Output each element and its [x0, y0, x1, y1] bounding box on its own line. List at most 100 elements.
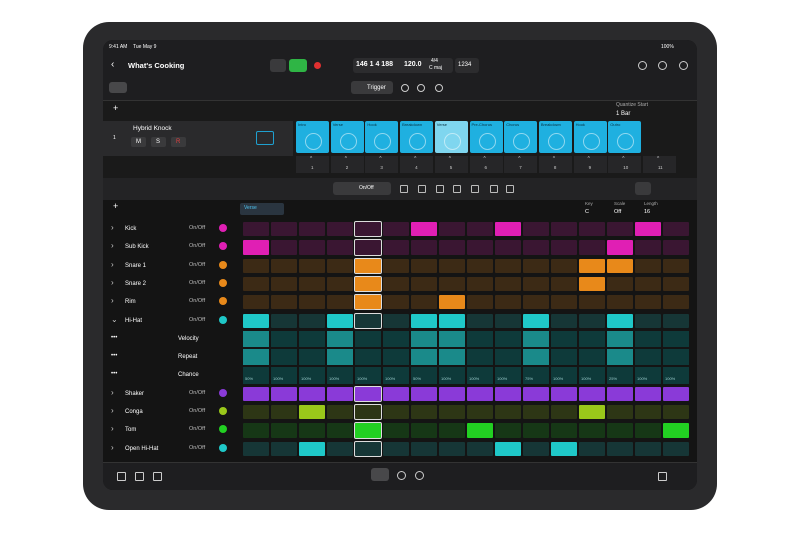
step[interactable] — [327, 240, 353, 255]
mode-icon[interactable] — [435, 84, 443, 92]
header-icon[interactable] — [638, 61, 647, 70]
step[interactable] — [495, 423, 521, 438]
step[interactable] — [551, 405, 577, 420]
sub-step[interactable] — [663, 330, 689, 348]
step[interactable] — [327, 295, 353, 310]
step[interactable] — [467, 295, 493, 310]
sub-step[interactable] — [635, 367, 661, 384]
bottom-icon[interactable] — [658, 472, 667, 481]
sub-step[interactable] — [327, 367, 353, 384]
step[interactable] — [551, 258, 577, 273]
step[interactable] — [411, 295, 437, 310]
step[interactable] — [551, 222, 577, 237]
step[interactable] — [607, 258, 633, 273]
sub-step[interactable] — [467, 330, 493, 348]
step[interactable] — [551, 240, 577, 255]
step[interactable] — [635, 386, 661, 401]
step[interactable] — [523, 313, 549, 328]
step[interactable] — [467, 423, 493, 438]
sub-step[interactable] — [439, 349, 465, 366]
editor-tool[interactable] — [453, 185, 461, 193]
step[interactable] — [635, 295, 661, 310]
step[interactable] — [411, 405, 437, 420]
step[interactable] — [271, 423, 297, 438]
step[interactable] — [327, 222, 353, 237]
step[interactable] — [467, 276, 493, 292]
trigger-box[interactable] — [351, 81, 393, 94]
step[interactable] — [495, 276, 521, 292]
step[interactable] — [383, 386, 409, 401]
step[interactable] — [663, 240, 689, 255]
header-icon[interactable] — [679, 61, 688, 70]
track-button[interactable] — [171, 137, 186, 147]
sub-step[interactable] — [523, 367, 549, 384]
step[interactable] — [551, 295, 577, 310]
step[interactable] — [354, 275, 382, 293]
step[interactable] — [467, 386, 493, 401]
step[interactable] — [383, 258, 409, 273]
play-button[interactable] — [289, 59, 307, 72]
step[interactable] — [439, 386, 465, 401]
step[interactable] — [495, 405, 521, 420]
step[interactable] — [243, 313, 269, 328]
step[interactable] — [411, 313, 437, 328]
step[interactable] — [607, 240, 633, 255]
step[interactable] — [354, 312, 382, 329]
sub-step[interactable] — [551, 367, 577, 384]
sub-step[interactable] — [607, 330, 633, 348]
sub-step[interactable] — [551, 349, 577, 366]
step[interactable] — [663, 258, 689, 273]
editor-tool[interactable] — [506, 185, 514, 193]
step[interactable] — [495, 386, 521, 401]
step[interactable] — [579, 423, 605, 438]
step[interactable] — [607, 313, 633, 328]
step[interactable] — [243, 222, 269, 237]
header-icon[interactable] — [658, 61, 667, 70]
step[interactable] — [551, 441, 577, 456]
step[interactable] — [579, 240, 605, 255]
grid-view-button[interactable] — [109, 82, 127, 93]
sub-step[interactable] — [579, 330, 605, 348]
step[interactable] — [271, 240, 297, 255]
step[interactable] — [495, 258, 521, 273]
editor-tool[interactable] — [490, 185, 498, 193]
sub-step[interactable] — [355, 349, 381, 366]
step[interactable] — [467, 313, 493, 328]
step[interactable] — [354, 294, 382, 311]
step[interactable] — [635, 276, 661, 292]
step[interactable] — [299, 295, 325, 310]
bottom-icon[interactable] — [153, 472, 162, 481]
step[interactable] — [271, 386, 297, 401]
mode-icon[interactable] — [417, 84, 425, 92]
step[interactable] — [635, 258, 661, 273]
step[interactable] — [299, 276, 325, 292]
step[interactable] — [607, 386, 633, 401]
step[interactable] — [467, 240, 493, 255]
sub-step[interactable] — [383, 349, 409, 366]
pencil-button[interactable] — [371, 468, 389, 481]
stop-button[interactable] — [270, 59, 286, 72]
sub-step[interactable] — [495, 330, 521, 348]
step[interactable] — [354, 239, 382, 256]
step[interactable] — [299, 313, 325, 328]
step[interactable] — [579, 276, 605, 292]
step[interactable] — [243, 423, 269, 438]
step[interactable] — [299, 386, 325, 401]
step[interactable] — [523, 441, 549, 456]
step[interactable] — [271, 258, 297, 273]
step[interactable] — [579, 386, 605, 401]
step[interactable] — [635, 423, 661, 438]
step[interactable] — [383, 295, 409, 310]
step[interactable] — [327, 423, 353, 438]
step[interactable] — [299, 258, 325, 273]
step[interactable] — [411, 258, 437, 273]
sub-step[interactable] — [663, 367, 689, 384]
step[interactable] — [635, 313, 661, 328]
step[interactable] — [663, 222, 689, 237]
editor-tool[interactable] — [400, 185, 408, 193]
step[interactable] — [411, 441, 437, 456]
step[interactable] — [579, 405, 605, 420]
sub-step[interactable] — [579, 367, 605, 384]
editor-tool[interactable] — [471, 185, 479, 193]
step[interactable] — [579, 258, 605, 273]
